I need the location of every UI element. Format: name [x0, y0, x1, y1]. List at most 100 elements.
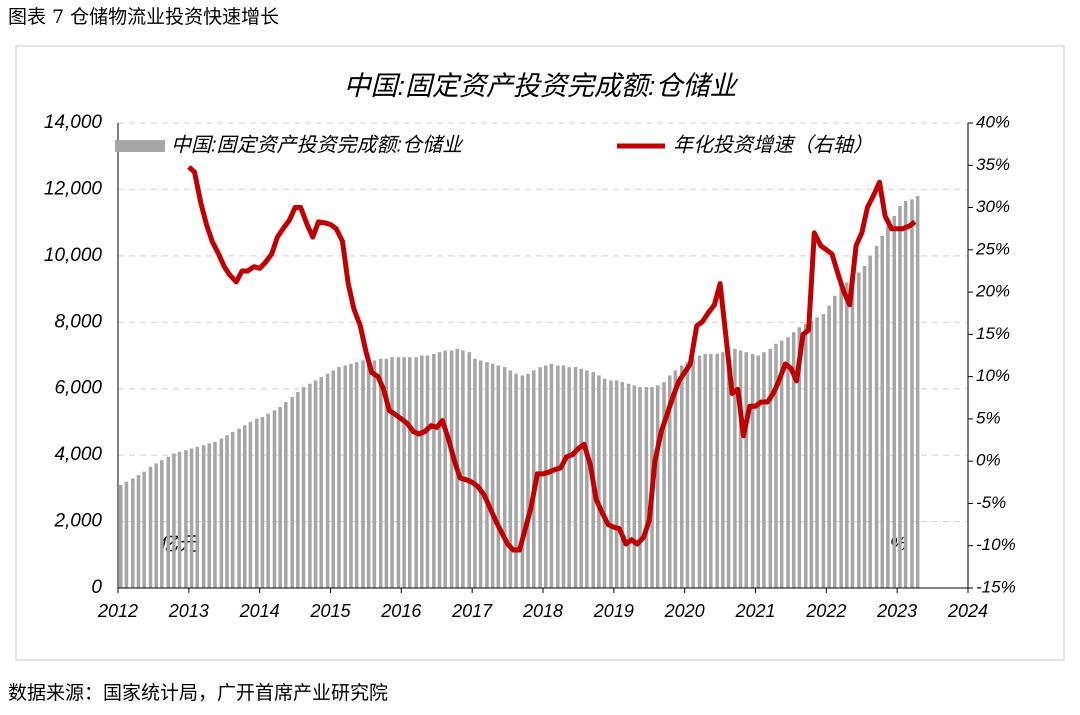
bar	[319, 377, 323, 588]
bar	[160, 460, 164, 588]
bar	[667, 375, 672, 588]
bar	[219, 438, 224, 588]
bar	[685, 362, 690, 588]
bar	[638, 387, 642, 588]
y-tick-label: 4,000	[54, 444, 102, 465]
bar	[880, 235, 884, 588]
y2-tick-label: -15%	[976, 577, 1016, 596]
bar	[308, 383, 312, 588]
bar	[857, 272, 861, 588]
bar	[461, 350, 465, 588]
bar	[131, 478, 135, 588]
bar	[662, 382, 666, 588]
bar	[874, 245, 879, 588]
bar	[886, 225, 890, 588]
bar	[779, 340, 784, 588]
y-tick-label: 10,000	[44, 245, 103, 266]
bar	[680, 365, 684, 588]
y2-tick-label: 10%	[976, 366, 1010, 385]
bar	[402, 357, 406, 588]
bar	[414, 357, 418, 588]
y2-tick-label: 40%	[976, 112, 1010, 131]
legend-swatch	[115, 140, 165, 152]
bar	[827, 305, 831, 588]
x-tick-label: 2021	[734, 601, 775, 621]
bar	[626, 383, 631, 588]
bar	[508, 370, 513, 588]
bar	[697, 355, 702, 588]
bar	[189, 448, 194, 588]
bar	[768, 348, 773, 588]
bar	[237, 428, 241, 588]
bar	[343, 365, 348, 588]
bar	[390, 357, 394, 588]
bar	[490, 363, 495, 588]
chart-title: 中国:固定资产投资完成额:仓储业	[343, 71, 738, 101]
bar	[148, 466, 153, 588]
bar	[733, 348, 737, 588]
bar	[915, 196, 920, 589]
bar	[738, 350, 743, 588]
bar	[862, 265, 867, 588]
bar	[432, 353, 436, 588]
bar	[579, 368, 583, 588]
bar	[313, 380, 318, 588]
bar	[609, 380, 613, 588]
legend-label: 中国:固定资产投资完成额:仓储业	[171, 134, 464, 156]
bar	[384, 358, 389, 588]
bar	[425, 355, 430, 588]
bar	[750, 353, 755, 588]
bar	[520, 375, 525, 588]
bar	[597, 375, 601, 588]
bar	[892, 216, 897, 588]
bar	[437, 352, 442, 588]
bar	[898, 206, 902, 589]
bar	[691, 358, 695, 588]
bar	[620, 382, 625, 588]
bar	[177, 451, 182, 588]
bar	[791, 332, 796, 588]
y2-tick-label: 20%	[975, 282, 1010, 301]
bar	[809, 320, 814, 588]
bar	[325, 373, 330, 588]
bar	[420, 355, 424, 588]
bar	[301, 387, 306, 588]
bar	[296, 392, 300, 588]
bar	[762, 352, 766, 588]
bar	[756, 355, 761, 588]
bar	[821, 313, 826, 588]
bar	[839, 285, 843, 588]
bar	[166, 456, 170, 588]
bar	[213, 441, 217, 588]
bar	[703, 353, 707, 588]
bar	[573, 367, 578, 588]
y2-unit: %	[890, 534, 906, 554]
source-note: 数据来源：国家统计局，广开首席产业研究院	[8, 682, 388, 704]
y2-tick-label: 30%	[976, 197, 1010, 216]
bar	[366, 360, 371, 588]
bar	[195, 446, 200, 588]
y2-tick-label: -10%	[976, 535, 1016, 554]
x-tick-label: 2017	[451, 601, 493, 621]
y2-tick-label: 5%	[976, 408, 1001, 427]
bar	[172, 453, 176, 588]
bar	[119, 485, 123, 588]
bar	[673, 370, 678, 588]
bar	[709, 353, 713, 588]
bar	[786, 337, 790, 588]
bar	[473, 358, 477, 588]
x-tick-label: 2019	[593, 601, 634, 621]
bar	[644, 387, 649, 588]
y2-tick-label: 15%	[976, 324, 1010, 343]
bar	[354, 362, 359, 588]
bar	[561, 365, 566, 588]
bar	[514, 373, 518, 588]
bar	[142, 471, 146, 588]
y2-tick-label: 0%	[976, 451, 1001, 470]
bar	[290, 397, 294, 588]
bar	[207, 443, 212, 588]
bar	[845, 282, 849, 588]
bar	[361, 360, 365, 588]
bar	[502, 367, 507, 588]
